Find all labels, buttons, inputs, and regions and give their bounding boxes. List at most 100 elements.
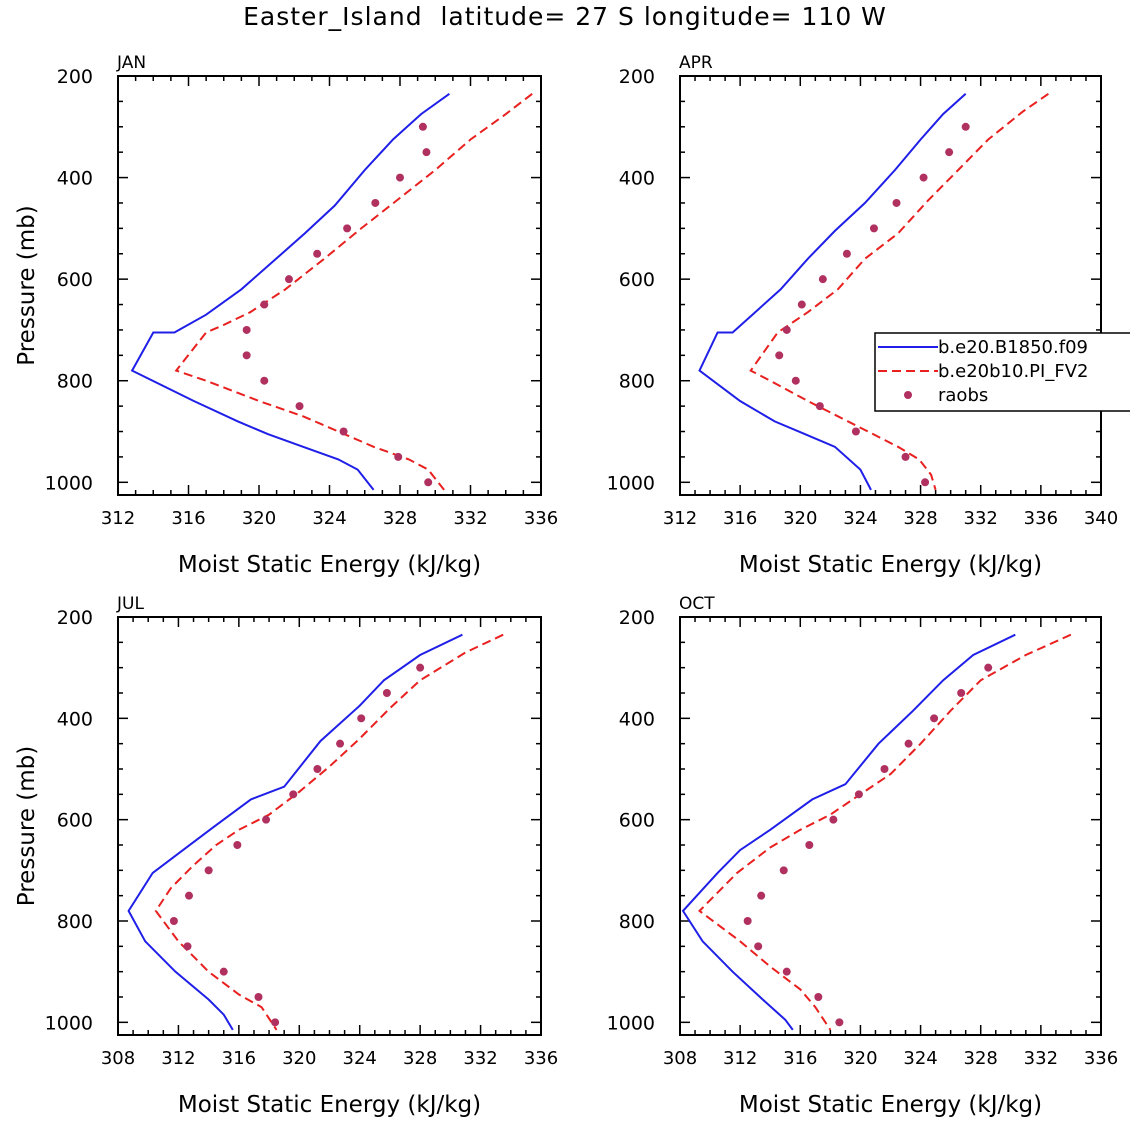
x-tick-label: 336 (1084, 1048, 1118, 1069)
panel-jan: JAN 312 316 320 324 328 332 336 200 400 600 800 1000… (14, 53, 558, 578)
obs-point (424, 478, 433, 487)
y-tick-label: 600 (619, 810, 655, 832)
obs-point (851, 427, 860, 436)
obs-point (183, 942, 192, 951)
series-line-model1 (130, 92, 450, 491)
x-tick-label: 308 (101, 1048, 135, 1069)
x-tick-label: 312 (101, 508, 135, 529)
x-tick-label: 320 (843, 1048, 877, 1069)
x-tick-label: 324 (843, 508, 877, 529)
y-tick-label: 1000 (45, 472, 93, 494)
obs-point (892, 198, 901, 207)
x-tick-label: 308 (663, 1048, 697, 1069)
obs-point (339, 427, 348, 436)
obs-point (204, 866, 213, 875)
x-tick-label: 316 (171, 508, 205, 529)
obs-point (262, 815, 271, 824)
x-axis-label: Moist Static Energy (kJ/kg) (178, 1092, 481, 1118)
y-tick-label: 800 (57, 371, 93, 393)
panel-month-label: JUL (116, 594, 144, 614)
obs-point (169, 917, 178, 925)
x-tick-label: 336 (1024, 508, 1058, 529)
x-tick-label: 328 (403, 1048, 437, 1069)
obs-point (260, 376, 269, 385)
obs-point (930, 714, 939, 723)
series-line-model2 (697, 633, 1072, 1031)
obs-point (271, 1018, 280, 1027)
obs-point (254, 993, 263, 1001)
x-tick-label: 328 (383, 508, 417, 529)
obs-point (797, 300, 806, 309)
x-tick-label: 320 (783, 508, 817, 529)
obs-point (782, 325, 791, 334)
obs-point (779, 866, 788, 875)
obs-point (775, 351, 784, 360)
obs-point (242, 351, 251, 360)
obs-point (818, 275, 827, 284)
obs-point (757, 891, 766, 900)
panel-month-label: APR (679, 53, 713, 73)
x-tick-label: 332 (964, 508, 998, 529)
figure-title: Easter_Island latitude= 27 S longitude= … (243, 2, 887, 31)
obs-point (919, 173, 928, 182)
obs-point (242, 325, 251, 334)
obs-point (185, 891, 194, 900)
y-tick-label: 400 (619, 168, 655, 190)
plot-frame (117, 616, 542, 1036)
y-tick-label: 400 (57, 168, 93, 190)
obs-point (343, 224, 352, 233)
x-tick-label: 320 (282, 1048, 316, 1069)
obs-point (422, 148, 431, 157)
x-tick-label: 332 (1024, 1048, 1058, 1069)
obs-point (957, 689, 966, 697)
obs-point (260, 300, 269, 309)
obs-point (743, 917, 752, 925)
series-line-model1 (698, 93, 967, 491)
x-tick-label: 316 (222, 1048, 256, 1069)
panel-apr: APR 312 316 320 324 328 332 336 340 200 400 600 800 1… (607, 53, 1130, 578)
obs-point (394, 452, 403, 461)
x-tick-label: 336 (524, 508, 558, 529)
obs-point (945, 148, 954, 157)
obs-point (904, 739, 913, 748)
obs-point (805, 841, 814, 849)
x-axis-label: Moist Static Energy (kJ/kg) (178, 552, 481, 578)
x-tick-label: 332 (463, 1048, 497, 1069)
y-tick-label: 600 (57, 269, 93, 291)
x-tick-label: 328 (964, 1048, 998, 1069)
obs-point (782, 967, 791, 976)
x-tick-label: 336 (524, 1048, 558, 1069)
series-line-model2 (154, 633, 504, 1031)
series-line-model2 (174, 93, 533, 491)
obs-point (791, 376, 800, 385)
legend-entry-label: b.e20b10.PI_FV2 (938, 361, 1088, 382)
panel-oct: OCT 308 312 316 320 324 328 332 336 200 400 600 800 1… (607, 594, 1119, 1118)
x-tick-label: 332 (453, 508, 487, 529)
obs-point (854, 790, 863, 799)
x-tick-label: 324 (343, 1048, 377, 1069)
obs-point (382, 689, 391, 697)
y-tick-label: 200 (619, 66, 655, 88)
x-tick-label: 340 (1084, 508, 1118, 529)
x-tick-label: 320 (242, 508, 276, 529)
y-tick-label: 1000 (45, 1012, 93, 1034)
plot-frame (679, 616, 1102, 1036)
obs-point (835, 1018, 844, 1027)
y-tick-label: 1000 (607, 1012, 655, 1034)
obs-point (961, 122, 970, 131)
obs-point (357, 714, 366, 723)
x-tick-label: 324 (312, 508, 346, 529)
x-tick-label: 328 (903, 508, 937, 529)
obs-point (829, 815, 838, 824)
plot-frame (679, 75, 1102, 496)
y-axis-label: Pressure (mb) (14, 746, 40, 906)
obs-point (295, 402, 304, 411)
series-line-model2 (749, 92, 1049, 491)
obs-point (418, 122, 427, 131)
x-axis-label: Moist Static Energy (kJ/kg) (739, 1092, 1042, 1118)
panel-month-label: OCT (679, 594, 715, 614)
obs-point (336, 739, 345, 748)
y-tick-label: 800 (57, 911, 93, 933)
